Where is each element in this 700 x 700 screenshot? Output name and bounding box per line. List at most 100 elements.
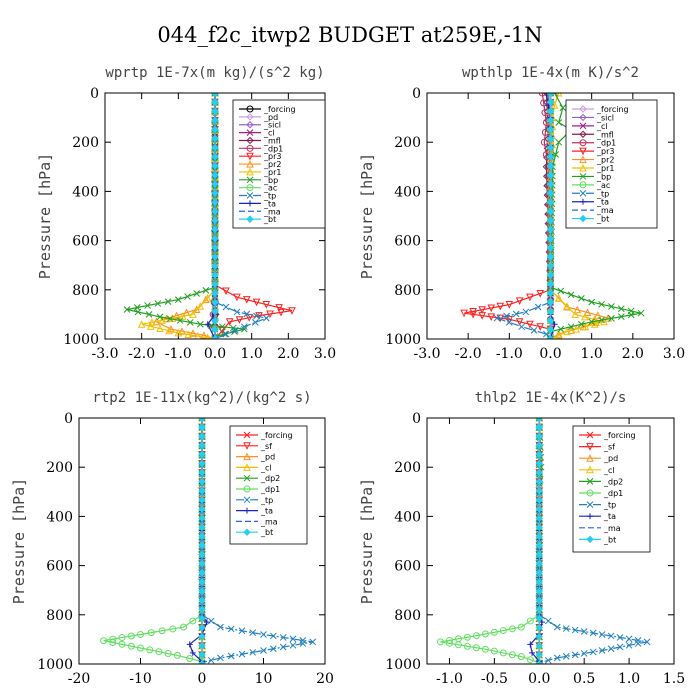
plot-frame — [78, 417, 326, 665]
data-point — [172, 311, 181, 320]
data-point — [526, 656, 534, 664]
legend-marker — [586, 501, 594, 508]
data-point — [571, 626, 579, 634]
data-point — [493, 314, 501, 322]
legend-entry: _pr3 — [263, 152, 281, 161]
data-point — [211, 207, 219, 216]
legend: _forcing _sf _pd _cl _dp2 _dp1 _tp _ta _ma _bt — [572, 425, 651, 553]
data-point — [198, 418, 206, 422]
data-point — [503, 312, 510, 320]
y-tick-label: 1000 — [385, 332, 421, 348]
data-point — [436, 638, 444, 646]
data-point — [535, 578, 543, 586]
legend-entry: _ta — [596, 198, 609, 207]
data-point — [555, 138, 563, 146]
legend-entry: _bt — [596, 215, 609, 224]
data-point — [535, 514, 543, 522]
x-tick-label: 3.0 — [663, 346, 685, 362]
data-point — [625, 641, 633, 649]
legend-marker — [243, 528, 251, 536]
data-point — [490, 647, 498, 655]
data-point — [535, 569, 543, 577]
data-point — [508, 651, 516, 659]
data-point — [460, 309, 468, 318]
data-point — [627, 311, 635, 319]
data-point — [583, 308, 592, 317]
data-point — [222, 287, 230, 296]
legend-marker — [243, 452, 251, 461]
y-axis-label: Pressure [hPa] — [10, 478, 28, 604]
data-point — [198, 632, 206, 641]
x-tick-label: -1.0 — [436, 671, 463, 687]
data-point — [169, 625, 177, 633]
data-point — [158, 627, 166, 635]
data-point — [279, 643, 287, 651]
y-tick-label: 1000 — [63, 332, 99, 348]
legend-entry: _pr1 — [263, 168, 281, 177]
data-point — [198, 578, 206, 586]
data-point — [546, 298, 555, 307]
data-point — [198, 623, 206, 632]
y-tick-label: 600 — [46, 559, 73, 575]
data-point — [554, 93, 563, 97]
legend-entry: _pd — [263, 113, 278, 122]
data-point — [231, 327, 239, 334]
data-point — [204, 333, 211, 339]
data-point — [186, 319, 194, 326]
data-point — [134, 308, 142, 316]
data-point — [211, 134, 219, 143]
data-point — [546, 180, 555, 188]
data-point — [535, 418, 543, 422]
data-point — [499, 649, 507, 657]
data-point — [147, 322, 155, 330]
data-point — [546, 171, 555, 179]
data-point — [198, 459, 206, 468]
legend-marker — [579, 189, 587, 197]
data-point — [535, 587, 543, 595]
data-point — [472, 644, 480, 652]
data-point — [186, 641, 193, 648]
data-point — [572, 325, 581, 333]
data-point — [109, 638, 117, 646]
data-point — [127, 642, 135, 650]
data-point — [554, 293, 563, 302]
series-line — [201, 418, 313, 664]
data-point — [546, 225, 555, 234]
data-point — [589, 648, 597, 656]
legend-entry: _dp2 — [603, 477, 623, 486]
data-point — [146, 646, 154, 654]
legend-entry: _bp — [596, 172, 611, 181]
data-point — [233, 308, 241, 316]
data-point — [557, 287, 565, 295]
data-point — [184, 293, 191, 300]
data-point — [266, 310, 274, 319]
data-point — [176, 317, 184, 324]
data-point — [211, 216, 219, 225]
data-point — [165, 326, 173, 335]
x-tick-label: 0 — [198, 671, 207, 687]
legend-entry: _ta — [260, 507, 273, 516]
data-point — [546, 125, 555, 134]
data-point — [517, 623, 525, 631]
y-tick-label: 0 — [412, 411, 421, 427]
data-point — [578, 320, 585, 328]
legend-marker — [586, 489, 594, 497]
data-point — [535, 523, 543, 532]
legend-marker — [579, 181, 587, 189]
legend-entry: _dp1 — [263, 144, 283, 153]
x-tick-label: 0.0 — [528, 671, 550, 687]
x-tick-label: -20 — [68, 671, 91, 687]
data-point — [277, 308, 285, 317]
y-tick-label: 800 — [46, 608, 73, 624]
legend-entry: _cl — [263, 129, 275, 138]
legend-entry: _forcing — [596, 105, 629, 114]
data-point — [643, 638, 651, 646]
legend-entry: _pd — [603, 454, 618, 463]
legend-marker — [243, 431, 251, 439]
data-point — [625, 635, 633, 643]
data-point — [252, 298, 261, 307]
data-point — [211, 253, 219, 261]
data-point — [543, 93, 550, 96]
data-point — [211, 180, 219, 188]
legend: _forcing_sicl_cl_mfl_dp1_pr3_pr2_pr1_bp_… — [565, 99, 658, 229]
